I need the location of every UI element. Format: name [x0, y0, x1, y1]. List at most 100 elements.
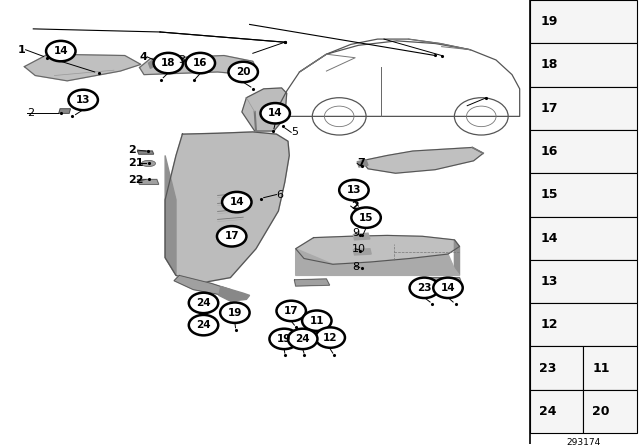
Bar	[530, 260, 637, 303]
Ellipse shape	[166, 57, 182, 66]
Text: 293174: 293174	[566, 438, 600, 447]
Polygon shape	[165, 155, 176, 276]
Circle shape	[186, 53, 215, 73]
Circle shape	[46, 41, 76, 61]
Polygon shape	[353, 233, 370, 240]
Text: 17: 17	[284, 306, 298, 316]
Polygon shape	[219, 286, 250, 301]
Polygon shape	[242, 88, 287, 131]
Polygon shape	[294, 279, 330, 286]
Circle shape	[217, 226, 246, 246]
Bar	[530, 173, 637, 216]
Text: 13: 13	[76, 95, 90, 105]
Polygon shape	[140, 56, 256, 75]
Text: 19: 19	[228, 308, 242, 318]
Text: 12: 12	[540, 318, 557, 332]
Text: 7: 7	[357, 159, 365, 168]
Circle shape	[351, 207, 381, 228]
Text: 5: 5	[291, 127, 298, 138]
Polygon shape	[357, 160, 368, 167]
Text: 18: 18	[540, 58, 557, 72]
Circle shape	[433, 278, 463, 298]
Bar	[530, 43, 637, 86]
Polygon shape	[362, 147, 483, 173]
Circle shape	[154, 53, 183, 73]
Polygon shape	[274, 41, 520, 116]
Circle shape	[68, 90, 98, 110]
Circle shape	[339, 180, 369, 200]
Circle shape	[410, 278, 439, 298]
Circle shape	[316, 327, 345, 348]
Bar	[530, 346, 584, 390]
Circle shape	[302, 310, 332, 331]
Polygon shape	[138, 180, 159, 184]
Circle shape	[260, 103, 290, 124]
Text: 15: 15	[359, 213, 373, 223]
Text: 24: 24	[196, 320, 211, 330]
Polygon shape	[148, 59, 157, 69]
Text: 11: 11	[310, 316, 324, 326]
Text: 18: 18	[161, 58, 175, 68]
Circle shape	[189, 315, 218, 336]
Text: 3: 3	[178, 55, 185, 65]
Text: 6: 6	[276, 190, 284, 199]
Text: 16: 16	[540, 145, 557, 158]
Text: 22: 22	[128, 175, 143, 185]
Bar	[530, 86, 637, 130]
Text: 13: 13	[540, 275, 557, 288]
Circle shape	[189, 293, 218, 313]
Circle shape	[220, 302, 250, 323]
Bar	[530, 390, 584, 433]
Text: 19: 19	[540, 15, 557, 28]
Text: 2: 2	[351, 201, 358, 211]
Polygon shape	[454, 240, 460, 276]
Circle shape	[288, 329, 317, 349]
Polygon shape	[59, 109, 70, 113]
Bar	[530, 216, 637, 260]
Polygon shape	[296, 249, 460, 276]
Polygon shape	[419, 278, 462, 284]
Text: 20: 20	[593, 405, 610, 418]
Text: 20: 20	[236, 67, 250, 77]
Text: 14: 14	[268, 108, 282, 118]
Bar	[584, 346, 637, 390]
Text: 14: 14	[441, 283, 455, 293]
Text: 13: 13	[347, 185, 361, 195]
Polygon shape	[353, 249, 371, 255]
Circle shape	[228, 62, 258, 82]
Text: 14: 14	[54, 46, 68, 56]
Polygon shape	[24, 54, 141, 81]
Polygon shape	[174, 276, 237, 295]
Ellipse shape	[141, 160, 156, 167]
Circle shape	[222, 192, 252, 212]
Polygon shape	[138, 151, 154, 154]
Text: 11: 11	[593, 362, 610, 375]
Text: 4: 4	[140, 52, 147, 62]
Text: 17: 17	[540, 102, 557, 115]
Bar	[530, 0, 637, 43]
Text: 2: 2	[27, 108, 34, 118]
Bar	[584, 390, 637, 433]
Text: 12: 12	[323, 332, 337, 343]
Text: 14: 14	[540, 232, 557, 245]
Text: 24: 24	[539, 405, 556, 418]
Text: 10: 10	[352, 244, 366, 254]
Text: 15: 15	[540, 188, 557, 202]
Text: 17: 17	[225, 231, 239, 241]
Text: 23: 23	[417, 283, 431, 293]
Text: 16: 16	[193, 58, 207, 68]
Text: 23: 23	[539, 362, 556, 375]
Text: 1: 1	[18, 45, 26, 55]
Circle shape	[269, 329, 299, 349]
Text: 21: 21	[128, 159, 143, 168]
Polygon shape	[165, 132, 289, 284]
Polygon shape	[296, 235, 460, 264]
Circle shape	[276, 301, 306, 321]
Bar	[530, 303, 637, 346]
Text: 2: 2	[128, 145, 136, 155]
Text: 14: 14	[230, 197, 244, 207]
Bar	[530, 130, 637, 173]
Text: 24: 24	[196, 298, 211, 308]
Text: 19: 19	[277, 334, 291, 344]
Text: 8: 8	[352, 262, 359, 271]
